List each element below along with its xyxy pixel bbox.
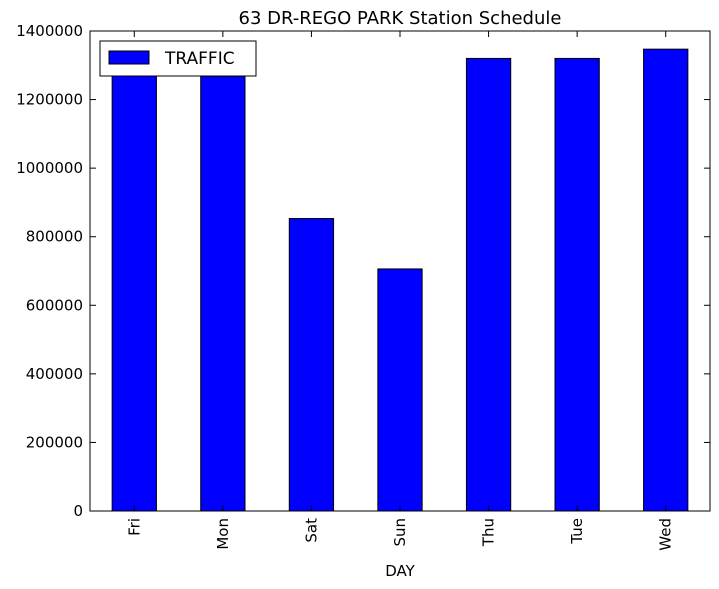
bar-sat — [288, 218, 335, 512]
x-tick-label: Sat — [302, 518, 320, 543]
x-tick-label: Tue — [568, 518, 586, 545]
y-axis: 0 200000 400000 600000 800000 1000000 1200000 1… — [16, 22, 710, 520]
bar-thu — [465, 57, 512, 512]
y-tick-label: 400000 — [26, 365, 83, 383]
y-tick-label: 0 — [73, 502, 83, 520]
x-tick-label: Mon — [214, 518, 232, 550]
legend: TRAFFIC — [99, 40, 257, 77]
x-tick-label: Wed — [657, 518, 675, 551]
bar-mon — [200, 75, 246, 512]
plot-frame — [89, 30, 711, 512]
bar-sun — [377, 268, 423, 512]
x-axis: Fri Mon Sat Sun Thu Tue Wed — [125, 31, 675, 551]
x-tick-label: Sun — [391, 518, 409, 547]
legend-label: TRAFFIC — [164, 49, 235, 69]
x-tick-label: Fri — [125, 518, 143, 536]
y-tick-label: 800000 — [26, 228, 83, 246]
x-tick-label: Thu — [480, 518, 498, 547]
bars-group — [111, 48, 689, 512]
y-tick-label: 600000 — [26, 296, 83, 314]
y-tick-label: 1400000 — [16, 22, 83, 40]
chart-title: 63 DR-REGO PARK Station Schedule — [239, 8, 562, 29]
y-tick-label: 1000000 — [16, 159, 83, 177]
legend-swatch — [108, 50, 150, 65]
x-axis-label: DAY — [385, 562, 415, 580]
y-tick-label: 200000 — [26, 433, 83, 451]
bar-tue — [554, 57, 600, 512]
bar-fri — [111, 73, 157, 512]
y-tick-label: 1200000 — [16, 91, 83, 109]
bar-wed — [643, 48, 689, 512]
